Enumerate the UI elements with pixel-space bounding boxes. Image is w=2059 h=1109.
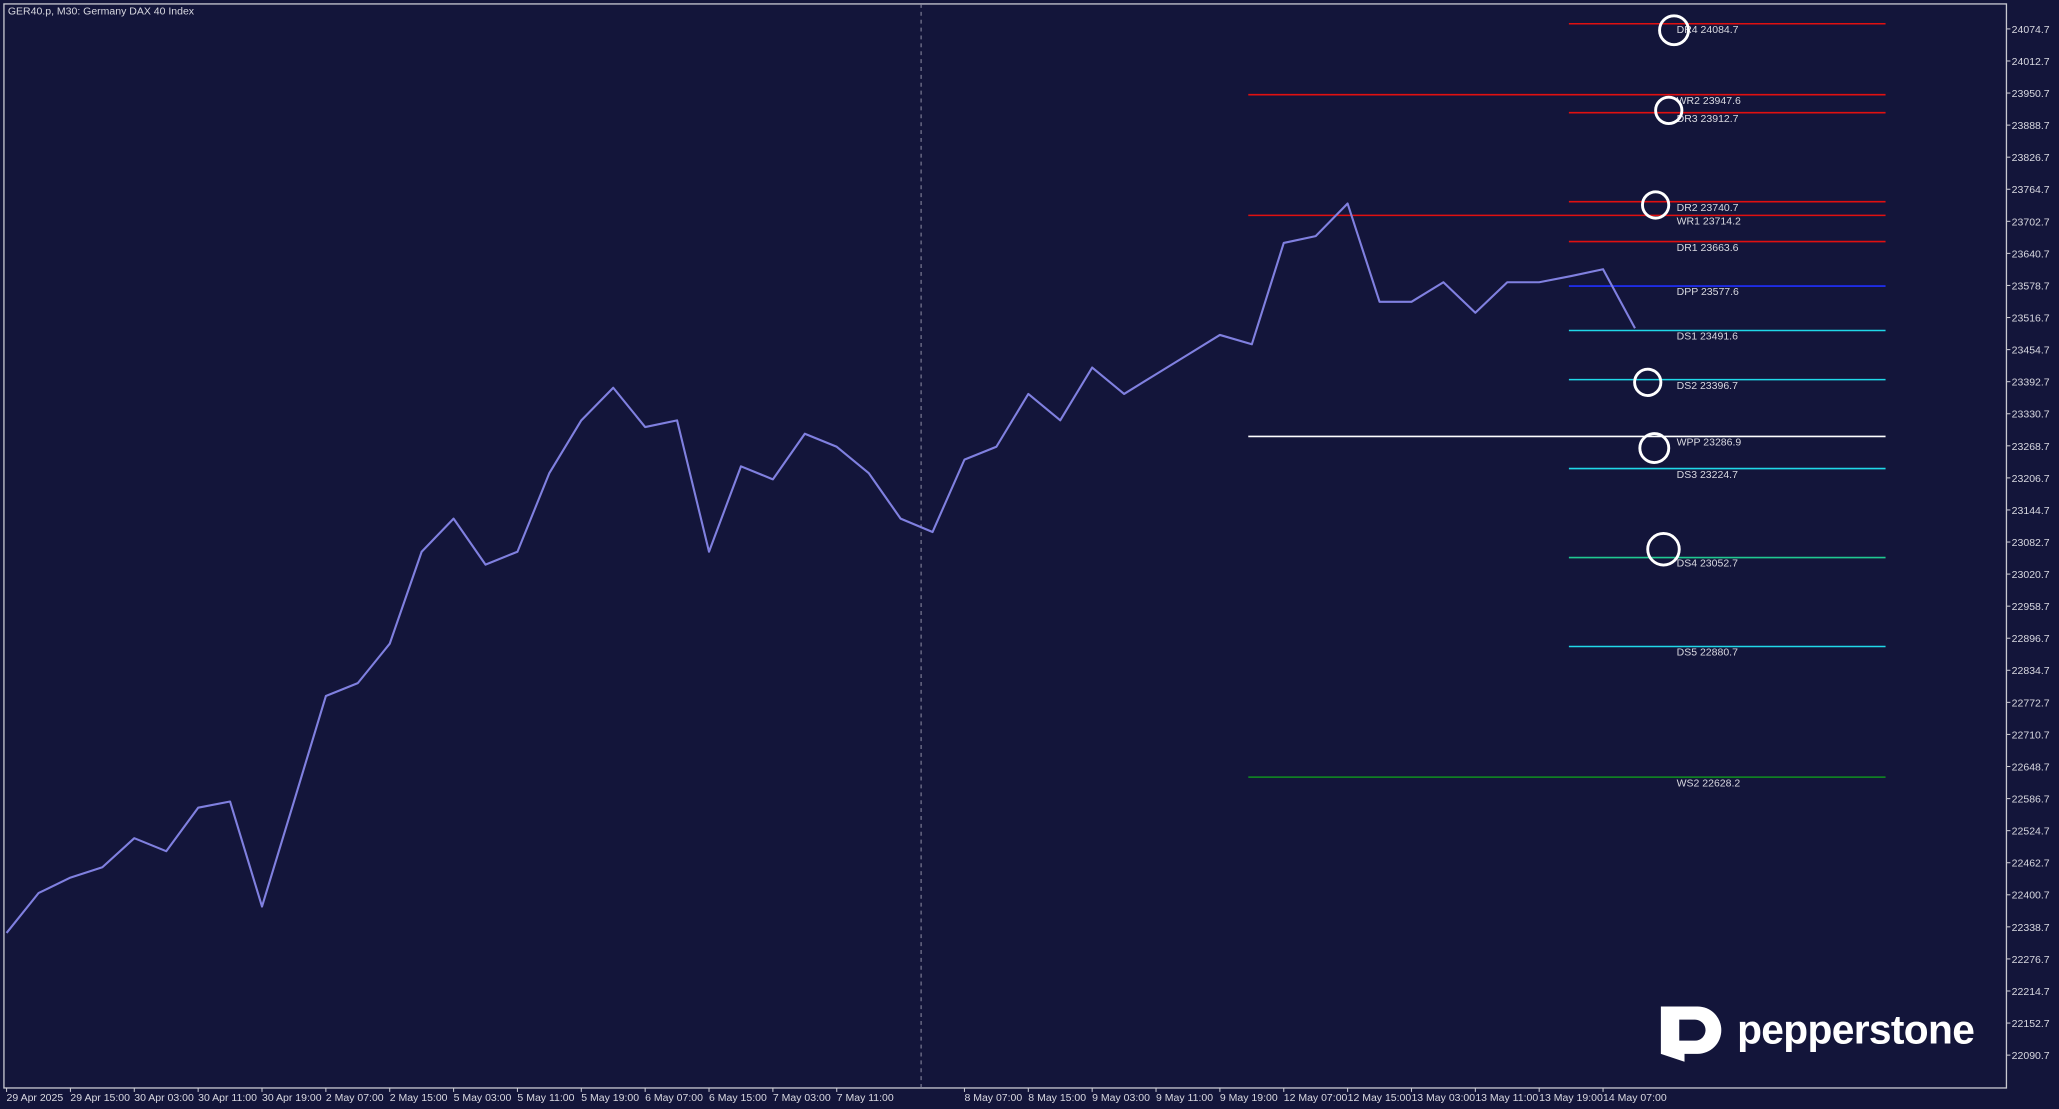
x-tick-label: 8 May 07:00: [964, 1092, 1022, 1104]
x-tick-label: 29 Apr 15:00: [70, 1092, 130, 1104]
pivot-label: DS4 23052.7: [1677, 558, 1738, 570]
y-tick-label: 23206.7: [2012, 473, 2050, 485]
x-tick-label: 8 May 15:00: [1028, 1092, 1086, 1104]
circle: [1658, 14, 1690, 47]
y-tick-label: 23082.7: [2012, 537, 2050, 549]
x-tick-label: 14 May 07:00: [1603, 1092, 1667, 1104]
logo-icon-cut: [1679, 1019, 1706, 1041]
y-tick-label: 23764.7: [2012, 184, 2050, 196]
y-tick-label: 23392.7: [2012, 377, 2050, 389]
y-tick-label: 23702.7: [2012, 216, 2050, 228]
x-tick-label: 13 May 11:00: [1475, 1092, 1538, 1104]
x-tick-label: 12 May 15:00: [1348, 1092, 1412, 1104]
y-tick-label: 23578.7: [2012, 280, 2050, 292]
x-tick-label: 2 May 15:00: [390, 1092, 448, 1104]
x-tick-label: 9 May 03:00: [1092, 1092, 1150, 1104]
y-tick-label: 23640.7: [2012, 248, 2050, 260]
x-tick-label: 9 May 11:00: [1156, 1092, 1213, 1104]
y-tick-label: 22214.7: [2012, 986, 2050, 998]
y-tick-label: 22090.7: [2012, 1050, 2050, 1062]
circle: [1646, 532, 1681, 567]
y-tick-label: 22896.7: [2012, 633, 2050, 645]
annotation-circles: [1633, 14, 1690, 567]
y-tick-label: 23950.7: [2012, 88, 2050, 100]
pivot-label: DS3 23224.7: [1677, 469, 1738, 481]
brand-name: pepperstone: [1737, 1006, 1974, 1052]
pivot-label: DS2 23396.7: [1677, 380, 1738, 392]
x-tick-label: 6 May 15:00: [709, 1092, 767, 1104]
x-tick-label: 30 Apr 03:00: [134, 1092, 194, 1104]
pivot-label: WR1 23714.2: [1677, 216, 1741, 228]
circle: [1638, 432, 1671, 464]
x-tick-label: 12 May 07:00: [1284, 1092, 1348, 1104]
chart-title: GER40.p, M30: Germany DAX 40 Index: [8, 5, 195, 17]
x-tick-label: 30 Apr 19:00: [262, 1092, 322, 1104]
x-tick-label: 9 May 19:00: [1220, 1092, 1278, 1104]
y-tick-label: 22524.7: [2012, 826, 2050, 838]
y-tick-label: 24012.7: [2012, 56, 2050, 68]
pivot-label: WS2 22628.2: [1677, 777, 1741, 789]
y-tick-label: 24074.7: [2012, 24, 2050, 36]
y-tick-label: 23020.7: [2012, 569, 2050, 581]
y-tick-label: 23888.7: [2012, 120, 2050, 132]
x-tick-label: 7 May 11:00: [837, 1092, 894, 1104]
pivot-label: WR2 23947.6: [1677, 95, 1741, 107]
pivot-label: DR2 23740.7: [1677, 202, 1739, 214]
y-tick-label: 22152.7: [2012, 1018, 2050, 1030]
circle: [1641, 190, 1671, 220]
pivot-label: DS1 23491.6: [1677, 331, 1738, 343]
x-tick-label: 5 May 11:00: [517, 1092, 574, 1104]
price-line: [5, 202, 1636, 934]
x-tick-label: 2 May 07:00: [326, 1092, 384, 1104]
y-tick-label: 22462.7: [2012, 858, 2050, 870]
y-tick-label: 23826.7: [2012, 152, 2050, 164]
y-tick-label: 22958.7: [2012, 601, 2050, 613]
y-tick-label: 22586.7: [2012, 794, 2050, 806]
pivot-label: DR4 24084.7: [1677, 24, 1739, 36]
circle: [1654, 95, 1684, 125]
pivot-label: DS5 22880.7: [1677, 647, 1738, 659]
pivot-label: WPP 23286.9: [1677, 437, 1742, 449]
y-tick-label: 23330.7: [2012, 409, 2050, 421]
y-tick-label: 22710.7: [2012, 729, 2050, 741]
y-tick-label: 22648.7: [2012, 761, 2050, 773]
pivot-label: DR3 23912.7: [1677, 113, 1739, 125]
y-tick-label: 23144.7: [2012, 505, 2050, 517]
y-tick-label: 22772.7: [2012, 697, 2050, 709]
plot-frame: [3, 3, 2008, 1089]
y-tick-label: 22338.7: [2012, 922, 2050, 934]
pivot-label: DR1 23663.6: [1677, 242, 1739, 254]
x-tick-label: 7 May 03:00: [773, 1092, 831, 1104]
x-tick-label: 5 May 19:00: [581, 1092, 639, 1104]
x-tick-label: 13 May 03:00: [1411, 1092, 1475, 1104]
x-tick-label: 13 May 19:00: [1539, 1092, 1603, 1104]
y-tick-label: 22276.7: [2012, 954, 2050, 966]
y-tick-label: 23268.7: [2012, 441, 2050, 453]
y-tick-label: 22834.7: [2012, 665, 2050, 677]
y-tick-label: 22400.7: [2012, 890, 2050, 902]
x-tick-label: 6 May 07:00: [645, 1092, 703, 1104]
circle: [1633, 367, 1663, 397]
x-tick-label: 29 Apr 2025: [7, 1092, 64, 1104]
y-tick-label: 23516.7: [2012, 312, 2050, 324]
x-tick-label: 30 Apr 11:00: [198, 1092, 257, 1104]
pivot-label: DPP 23577.6: [1677, 286, 1739, 298]
brand-logo: pepperstone: [1660, 1006, 1975, 1062]
y-tick-label: 23454.7: [2012, 345, 2050, 357]
x-tick-label: 5 May 03:00: [454, 1092, 512, 1104]
